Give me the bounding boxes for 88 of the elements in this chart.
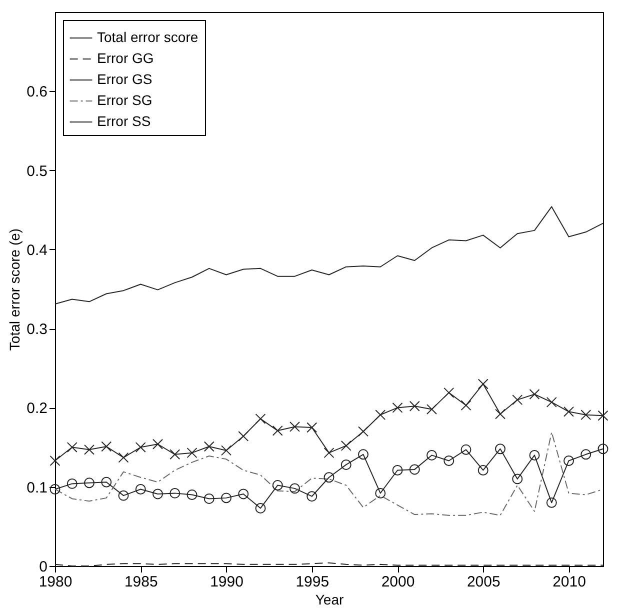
- point: [546, 396, 557, 408]
- point: [204, 493, 214, 504]
- point: [101, 476, 112, 488]
- legend-label: Error SS: [97, 113, 151, 129]
- point: [478, 378, 488, 390]
- point: [50, 484, 60, 494]
- point: [460, 400, 472, 411]
- point: [495, 408, 506, 420]
- legend-label: Error SG: [97, 92, 152, 108]
- point: [272, 480, 283, 491]
- point: [478, 465, 488, 476]
- point: [340, 459, 352, 470]
- y-tick-label: 0.3: [26, 321, 48, 338]
- point: [170, 449, 180, 460]
- point: [426, 404, 437, 415]
- point: [564, 456, 574, 466]
- point: [221, 492, 232, 504]
- point: [186, 490, 198, 500]
- x-tick-label: 2010: [552, 574, 586, 590]
- point: [340, 440, 352, 451]
- point: [409, 464, 420, 475]
- point: [375, 488, 386, 498]
- point: [238, 488, 249, 500]
- point: [152, 438, 163, 450]
- point: [84, 444, 94, 455]
- point: [495, 444, 506, 454]
- point: [152, 488, 163, 500]
- point: [564, 406, 574, 417]
- y-tick-label: 0: [39, 558, 48, 576]
- x-tick-label: 1995: [296, 574, 330, 590]
- point: [512, 474, 523, 484]
- y-tick-label: 0.5: [26, 162, 48, 180]
- point: [290, 483, 300, 494]
- point: [255, 414, 266, 424]
- point: [66, 478, 78, 489]
- point: [358, 426, 368, 437]
- point: [460, 444, 472, 455]
- point: [84, 478, 94, 488]
- point: [101, 441, 112, 452]
- point: [529, 450, 540, 460]
- point: [598, 444, 608, 454]
- point: [324, 448, 334, 458]
- point: [135, 484, 146, 494]
- point: [204, 441, 214, 452]
- point: [306, 491, 318, 502]
- x-tick-label: 2000: [381, 574, 415, 590]
- point: [170, 488, 180, 498]
- point: [272, 425, 283, 436]
- y-tick-label: 0.2: [26, 400, 48, 418]
- x-tick-label: 1980: [38, 574, 72, 590]
- point: [580, 449, 592, 460]
- point: [512, 394, 523, 406]
- point: [358, 449, 368, 460]
- point: [238, 430, 249, 442]
- point: [409, 400, 420, 412]
- point: [598, 410, 608, 421]
- x-tick-label: 1985: [124, 574, 158, 590]
- point: [186, 448, 198, 458]
- x-tick-label: 2005: [466, 574, 500, 590]
- point: [392, 402, 403, 413]
- point: [426, 450, 437, 460]
- point: [290, 421, 300, 432]
- point: [221, 445, 232, 456]
- x-tick-label: 1990: [210, 574, 244, 590]
- point: [135, 442, 146, 453]
- x-axis-title: Year: [315, 592, 344, 608]
- point: [444, 387, 454, 398]
- point: [444, 456, 454, 466]
- legend-label: Total error score: [97, 29, 198, 45]
- y-tick-label: 0.4: [26, 242, 48, 259]
- legend-label: Error GG: [97, 50, 154, 66]
- point: [392, 465, 403, 476]
- y-tick-label: 0.1: [26, 479, 48, 496]
- point: [580, 410, 592, 420]
- point: [375, 410, 386, 420]
- point: [546, 497, 557, 508]
- point: [324, 472, 334, 483]
- point: [306, 422, 318, 433]
- point: [255, 502, 266, 514]
- y-axis-title: Total error score (e): [6, 228, 23, 351]
- line-series: [54, 206, 604, 305]
- point: [66, 442, 78, 453]
- point: [118, 490, 129, 501]
- point: [50, 455, 60, 466]
- y-tick-label: 0.6: [26, 84, 48, 101]
- point: [529, 389, 540, 400]
- point: [118, 452, 129, 463]
- legend-label: Error GS: [97, 71, 152, 87]
